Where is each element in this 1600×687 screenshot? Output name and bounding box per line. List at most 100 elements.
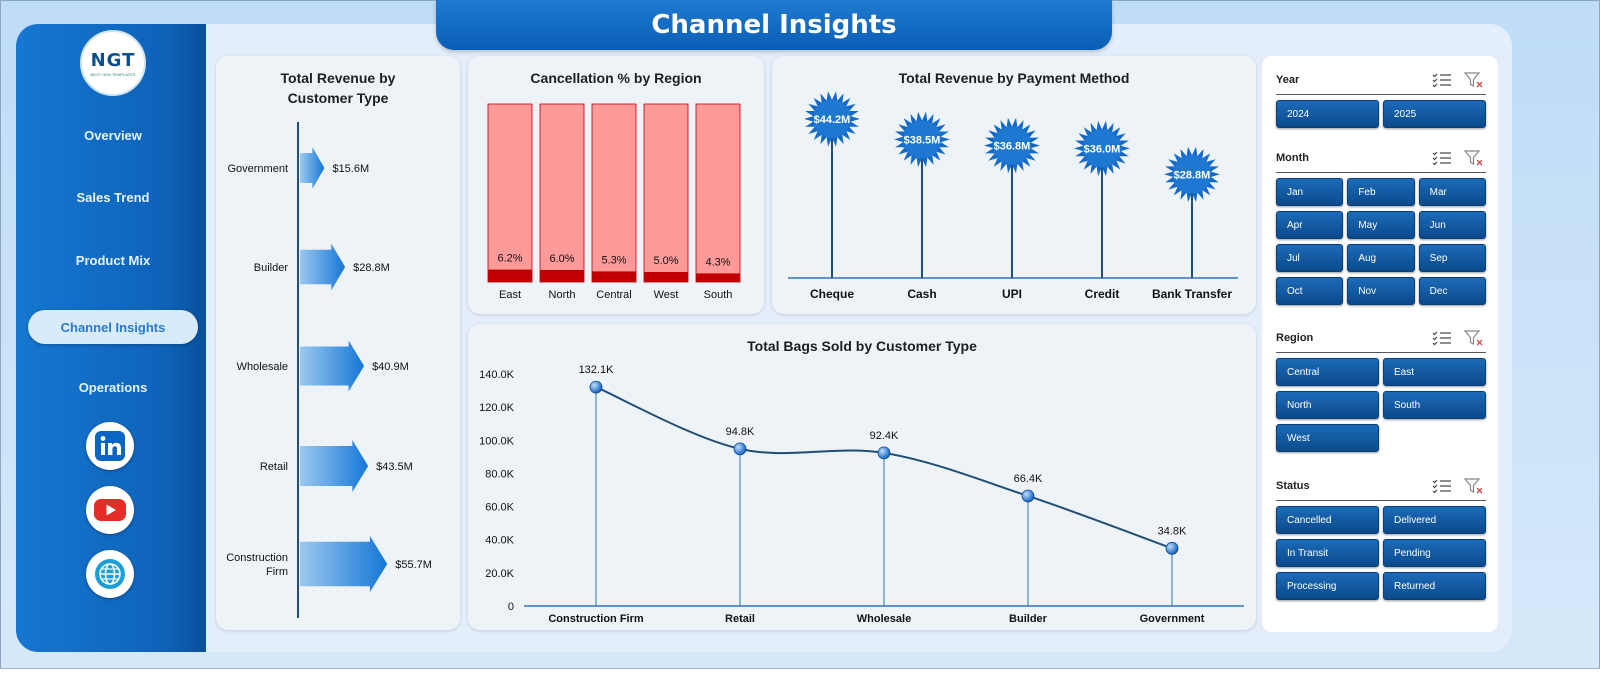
slicer-option-month[interactable]: Feb xyxy=(1347,178,1415,206)
card-title: Total Revenue by Payment Method xyxy=(898,70,1130,86)
category-label: Government xyxy=(227,163,288,175)
y-tick-label: 0 xyxy=(508,601,514,613)
lollipop-core xyxy=(903,120,941,159)
bar-cancel xyxy=(540,270,584,282)
clear-filter-icon[interactable] xyxy=(1463,330,1484,351)
category-label: East xyxy=(499,289,521,301)
data-label: $40.9M xyxy=(372,361,409,373)
bar-arrow xyxy=(300,535,388,593)
revenue-by-customer-card: Total Revenue by Customer Type Governmen… xyxy=(216,56,460,630)
bar-cancel xyxy=(488,269,532,282)
logo-tagline: NEXT GEN TEMPLATES xyxy=(90,71,136,77)
slicer-title-year: Year xyxy=(1276,74,1300,86)
category-label: Retail xyxy=(725,613,755,625)
slicer-option-year[interactable]: 2024 xyxy=(1276,100,1379,128)
data-point xyxy=(1021,489,1035,503)
cancellation-chart: 6.2% East 6.0% North 5.3% Central 5.0% West 4.3%… xyxy=(487,103,741,301)
slicer-panel: Year 2024 2025 Month Jan Feb Mar Apr May Jun Jul Au… xyxy=(1262,56,1498,632)
slicer-option-region[interactable]: North xyxy=(1276,391,1379,419)
slicer-option-month[interactable]: Nov xyxy=(1347,277,1415,305)
slicer-option-month[interactable]: Aug xyxy=(1347,244,1415,272)
multi-select-icon[interactable] xyxy=(1432,330,1452,351)
data-label: 132.1K xyxy=(579,364,615,376)
slicer-option-month[interactable]: Apr xyxy=(1276,211,1344,239)
category-label: Firm xyxy=(266,566,288,578)
y-tick-label: 40.0K xyxy=(485,535,514,547)
slicer-divider xyxy=(1276,94,1486,95)
data-label: $43.5M xyxy=(376,461,413,473)
bar-total xyxy=(487,103,533,283)
category-label: Construction Firm xyxy=(548,613,644,625)
slicer-option-month[interactable]: Jan xyxy=(1276,178,1344,206)
bar-total xyxy=(539,103,585,283)
data-label: $15.6M xyxy=(332,163,369,175)
youtube-icon[interactable] xyxy=(86,486,134,534)
slicer-option-status[interactable]: Delivered xyxy=(1383,506,1486,534)
slicer-option-status[interactable]: Cancelled xyxy=(1276,506,1379,534)
clear-filter-icon[interactable] xyxy=(1463,150,1484,171)
slicer-toolbar xyxy=(1432,72,1484,93)
data-label: 66.4K xyxy=(1014,473,1043,485)
slicer-toolbar xyxy=(1432,478,1484,499)
slicer-divider xyxy=(1276,500,1486,501)
sidebar: NGT NEXT GEN TEMPLATES Overview Sales Tr… xyxy=(16,24,206,652)
slicer-option-month[interactable]: Sep xyxy=(1418,244,1486,272)
clear-filter-icon[interactable] xyxy=(1463,478,1484,499)
data-label: 4.3% xyxy=(705,256,730,268)
multi-select-icon[interactable] xyxy=(1432,150,1452,171)
slicer-title-region: Region xyxy=(1276,332,1314,344)
data-label: $36.8M xyxy=(994,141,1031,153)
revenue-by-payment-chart: $44.2M Cheque $38.5M Cash $36.8M UPI $36.0M Cre… xyxy=(788,91,1238,301)
bar-arrow xyxy=(300,440,369,492)
slicer-option-month[interactable]: Oct xyxy=(1276,277,1344,305)
slicer-toolbar xyxy=(1432,150,1484,171)
sidebar-item-label: Channel Insights xyxy=(60,319,166,335)
multi-select-icon[interactable] xyxy=(1432,478,1452,499)
sidebar-item-channel-insights[interactable]: Channel Insights xyxy=(28,310,198,344)
logo: NGT NEXT GEN TEMPLATES xyxy=(80,30,146,96)
bar-arrow xyxy=(300,243,346,291)
bar-cancel xyxy=(644,272,688,282)
data-label: 94.8K xyxy=(726,426,755,438)
sidebar-item-sales-trend[interactable]: Sales Trend xyxy=(28,180,198,214)
data-point xyxy=(589,380,603,394)
y-tick-label: 100.0K xyxy=(479,435,515,447)
slicer-divider xyxy=(1276,352,1486,353)
slicer-option-status[interactable]: In Transit xyxy=(1276,539,1379,567)
slicer-option-region[interactable]: West xyxy=(1276,424,1379,452)
sidebar-item-operations[interactable]: Operations xyxy=(28,370,198,404)
slicer-option-region[interactable]: South xyxy=(1383,391,1486,419)
slicer-option-status[interactable]: Returned xyxy=(1383,572,1486,600)
sidebar-item-label: Sales Trend xyxy=(76,189,150,205)
category-label: Cheque xyxy=(810,287,854,301)
slicer-option-status[interactable]: Processing xyxy=(1276,572,1379,600)
globe-icon[interactable] xyxy=(86,550,134,598)
data-label: 6.2% xyxy=(497,253,522,265)
slicer-option-year[interactable]: 2025 xyxy=(1383,100,1486,128)
lollipop-core xyxy=(813,99,851,138)
slicer-option-region[interactable]: Central xyxy=(1276,358,1379,386)
revenue-by-payment-card: Total Revenue by Payment Method $44.2M Ch… xyxy=(772,56,1256,314)
cancellation-by-region-card: Cancellation % by Region 6.2% East 6.0% Nor… xyxy=(468,56,764,314)
slicer-option-month[interactable]: Jul xyxy=(1276,244,1344,272)
slicer-option-status[interactable]: Pending xyxy=(1383,539,1486,567)
slicer-option-region[interactable]: East xyxy=(1383,358,1486,386)
multi-select-icon[interactable] xyxy=(1432,72,1452,93)
data-label: $36.0M xyxy=(1084,143,1121,155)
category-label: West xyxy=(654,289,679,301)
bar-cancel xyxy=(592,271,636,282)
page-title: Channel Insights xyxy=(436,0,1112,50)
data-label: 6.0% xyxy=(549,253,574,265)
data-label: $38.5M xyxy=(904,134,941,146)
slicer-option-month[interactable]: Mar xyxy=(1418,178,1486,206)
clear-filter-icon[interactable] xyxy=(1463,72,1484,93)
sidebar-item-product-mix[interactable]: Product Mix xyxy=(28,243,198,277)
page-title-text: Channel Insights xyxy=(651,10,897,40)
slicer-option-month[interactable]: May xyxy=(1347,211,1415,239)
bar-cancel xyxy=(696,273,740,282)
slicer-option-month[interactable]: Dec xyxy=(1418,277,1486,305)
linkedin-icon[interactable] xyxy=(86,422,134,470)
category-label: Wholesale xyxy=(237,361,288,373)
slicer-option-month[interactable]: Jun xyxy=(1418,211,1486,239)
sidebar-item-overview[interactable]: Overview xyxy=(28,118,198,152)
